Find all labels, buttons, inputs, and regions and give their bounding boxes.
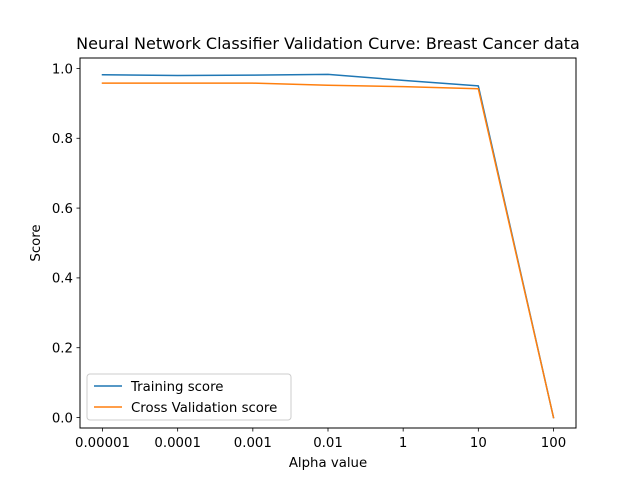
legend-label-cross-validation: Cross Validation score bbox=[131, 401, 277, 416]
y-tick-label: 0.8 bbox=[52, 132, 73, 147]
y-tick-label: 0.2 bbox=[52, 342, 73, 357]
legend: Training score Cross Validation score bbox=[86, 373, 292, 421]
y-axis: 0.0 0.2 0.4 0.6 0.8 1.0 bbox=[52, 62, 80, 426]
plot-area bbox=[80, 58, 576, 428]
y-tick-label: 0.0 bbox=[52, 411, 73, 426]
legend-box bbox=[86, 373, 292, 421]
y-tick-label: 0.4 bbox=[52, 272, 73, 287]
x-tick-label: 0.01 bbox=[313, 436, 343, 451]
y-axis-title: Score bbox=[29, 224, 44, 261]
x-axis-title: Alpha value bbox=[289, 456, 367, 471]
y-tick-label: 0.6 bbox=[52, 202, 73, 217]
y-tick-label: 1.0 bbox=[52, 62, 73, 77]
x-tick-label: 0.001 bbox=[234, 436, 272, 451]
x-tick-label: 10 bbox=[470, 436, 487, 451]
x-tick-label: 1 bbox=[399, 436, 407, 451]
x-axis: 0.00001 0.0001 0.001 0.01 1 10 100 bbox=[75, 428, 566, 451]
x-tick-label: 0.00001 bbox=[75, 436, 130, 451]
series-line-training-score bbox=[101, 73, 555, 419]
x-tick-label: 0.0001 bbox=[154, 436, 201, 451]
legend-label-training: Training score bbox=[130, 380, 223, 395]
chart-title: Neural Network Classifier Validation Cur… bbox=[76, 34, 580, 53]
plot-frame bbox=[79, 57, 577, 429]
series-lines bbox=[101, 73, 555, 419]
series-line-cross-validation-score bbox=[101, 82, 555, 419]
x-tick-label: 100 bbox=[541, 436, 566, 451]
